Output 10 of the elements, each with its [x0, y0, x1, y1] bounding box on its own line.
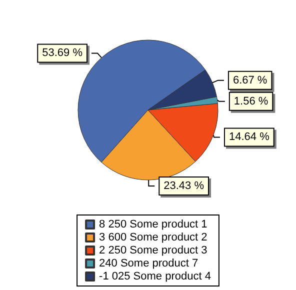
legend-label: 8 250 Some product 1 [99, 218, 208, 230]
data-label: 1.56 % [234, 95, 268, 108]
legend-label: -1 025 Some product 4 [99, 270, 211, 282]
data-label: 23.43 % [164, 180, 204, 192]
legend-label: 3 600 Some product 2 [99, 232, 208, 244]
data-label: 53.69 % [42, 47, 83, 60]
legend-label: 2 250 Some product 3 [99, 244, 208, 256]
data-label: 14.64 % [228, 131, 270, 144]
data-label: 6.67 % [232, 74, 268, 86]
legend-label: 240 Some product 7 [99, 258, 198, 270]
